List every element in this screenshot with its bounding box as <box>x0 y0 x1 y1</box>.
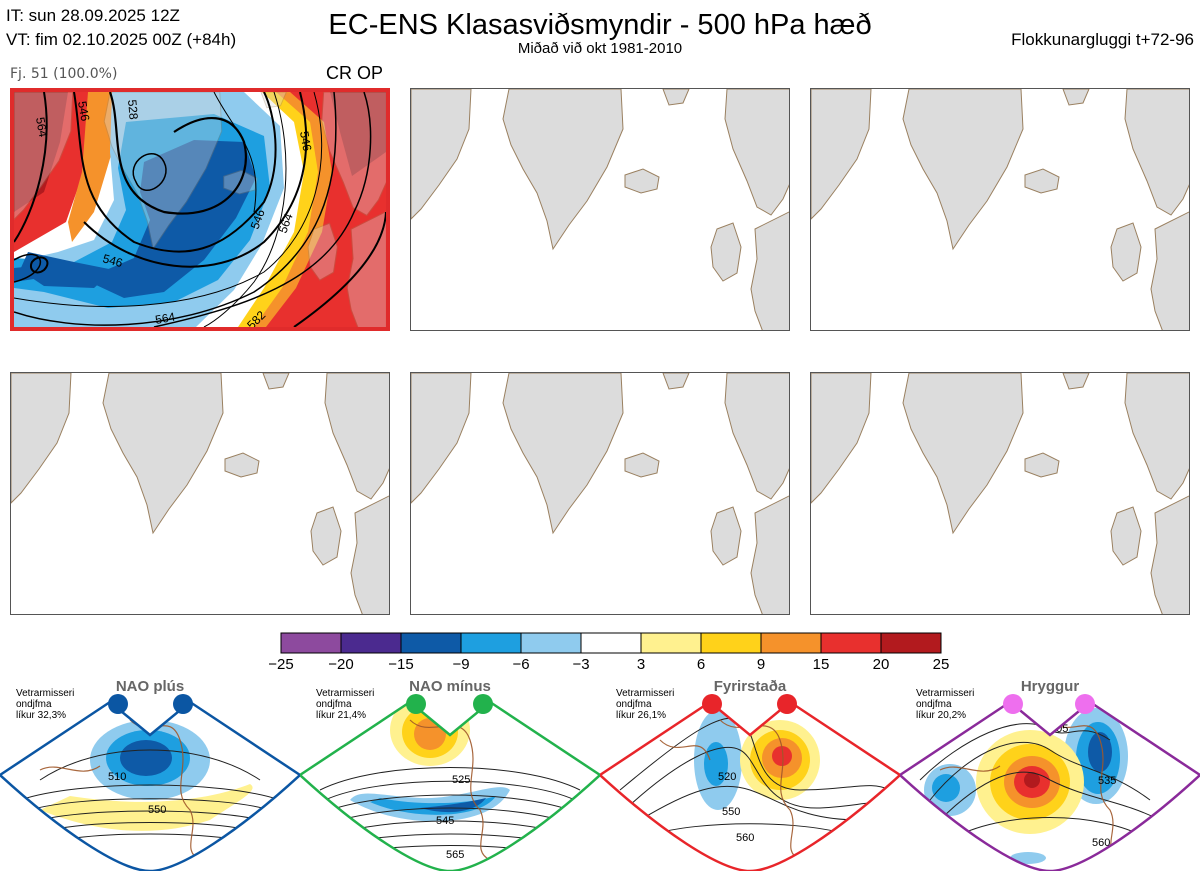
regime-contour-label: 545 <box>436 815 454 827</box>
regime-dot <box>108 694 128 714</box>
regime-map: 505 535 560 <box>897 694 1200 873</box>
colorbar-tick-label: −20 <box>328 656 354 673</box>
colorbar-tick-label: 15 <box>812 656 830 673</box>
regime-frame <box>297 700 603 873</box>
page-subtitle: Miðað við okt 1981-2010 <box>517 40 683 57</box>
colorbar-tick-label: 3 <box>636 656 646 673</box>
regime-dot <box>173 694 193 714</box>
regime-contour-label: 520 <box>718 771 736 783</box>
regime-frame <box>597 700 903 873</box>
cluster-code: CR OP <box>326 63 384 83</box>
colorbar-segment <box>700 632 762 654</box>
regime-frame <box>897 700 1200 873</box>
base-map <box>411 89 789 330</box>
colorbar-segment <box>460 632 522 654</box>
regime-dot <box>1003 694 1023 714</box>
regime-blocking: 520 550 560 Fyrirstaða Vetrarmisseri ondj… <box>597 678 903 873</box>
regime-note: Vetrarmisseri ondjfma líkur 20,2% <box>916 688 975 721</box>
colorbar-segment <box>400 632 462 654</box>
empty-map-panel <box>410 372 790 615</box>
regime-contour-label: 510 <box>108 771 126 783</box>
cluster-contour-label: 564 <box>154 310 176 327</box>
colorbar-segment <box>280 632 342 654</box>
base-map <box>811 89 1189 330</box>
colorbar-tick-label: 6 <box>696 656 706 673</box>
regime-dot <box>702 694 722 714</box>
base-map <box>811 373 1189 614</box>
regime-note: Vetrarmisseri ondjfma líkur 26,1% <box>616 688 675 721</box>
regime-name: NAO mínus <box>409 678 491 695</box>
cluster-count-label: Fj. 51 (100.0%) <box>10 66 118 82</box>
colorbar-segment <box>880 632 942 654</box>
empty-map-panel <box>810 88 1190 331</box>
colorbar-segment <box>340 632 402 654</box>
regime-nao-minus: 525 545 565 NAO mínus Vetrarmisseri ondjf… <box>297 678 603 873</box>
colorbar-tick-label: 25 <box>932 656 950 673</box>
colorbar-segment <box>580 632 642 654</box>
regime-contour-label: 535 <box>1098 775 1116 787</box>
base-map <box>11 373 389 614</box>
regime-name: Fyrirstaða <box>713 678 787 695</box>
cluster-contour-label: 546 <box>75 100 92 122</box>
colorbar <box>280 632 942 654</box>
regime-contour-label: 550 <box>722 806 740 818</box>
colorbar-tick-label: −3 <box>572 656 590 673</box>
base-map <box>411 373 789 614</box>
colorbar-segment <box>760 632 822 654</box>
regime-dot <box>1075 694 1095 714</box>
regime-ridge: 505 535 560 Hryggur Vetrarmisseri ondjfma… <box>897 678 1200 873</box>
regime-contour-label: 525 <box>452 774 470 786</box>
colorbar-segment <box>520 632 582 654</box>
regime-contour-label: 550 <box>148 804 166 816</box>
regime-contour-label: 560 <box>1092 837 1110 849</box>
regime-map: 510 550 <box>0 694 303 873</box>
colorbar-tick-label: 9 <box>756 656 766 673</box>
cluster-contour-label: 546 <box>297 130 314 152</box>
regime-note: Vetrarmisseri ondjfma líkur 21,4% <box>316 688 375 721</box>
cluster-contour-label: 564 <box>276 211 296 235</box>
regime-dot <box>777 694 797 714</box>
empty-map-panel <box>410 88 790 331</box>
regime-name: Hryggur <box>1020 678 1080 695</box>
cluster-contour-label: 564 <box>33 116 50 138</box>
valid-time: VT: fim 02.10.2025 00Z (+84h) <box>6 30 237 49</box>
page-title: EC-ENS Klasasviðsmyndir - 500 hPa hæð <box>328 9 872 41</box>
colorbar-tick-label: 20 <box>872 656 890 673</box>
colorbar-segment <box>640 632 702 654</box>
colorbar-segment <box>820 632 882 654</box>
colorbar-tick-label: −6 <box>512 656 530 673</box>
initial-time: IT: sun 28.09.2025 12Z <box>6 6 180 25</box>
regime-frame <box>0 700 303 873</box>
regime-nao-plus: 510 550 NAO plús Vetrarmisseri ondjfma lík… <box>0 678 303 873</box>
header-times: IT: sun 28.09.2025 12Z VT: fim 02.10.202… <box>6 4 236 52</box>
empty-map-panel <box>10 372 390 615</box>
cluster-contour-label: 546 <box>248 207 268 231</box>
regime-name: NAO plús <box>115 678 185 695</box>
regime-dot <box>473 694 493 714</box>
colorbar-tick-label: −15 <box>388 656 414 673</box>
regime-map: 525 545 565 <box>297 694 603 873</box>
cluster-contour-label: 528 <box>125 99 141 120</box>
colorbar-tick-label: −9 <box>452 656 470 673</box>
regime-contour-label: 565 <box>446 849 464 861</box>
cluster-map-panel: 564 546 528 546 546 564 546 564 582 <box>10 88 390 331</box>
colorbar-tick-label: −25 <box>268 656 294 673</box>
empty-map-panel <box>810 372 1190 615</box>
classification-window: Flokkunargluggi t+72-96 <box>1011 30 1194 49</box>
regime-map: 520 550 560 <box>597 694 903 873</box>
cluster-anomaly-map: 564 546 528 546 546 564 546 564 582 <box>14 92 386 327</box>
regime-dot <box>406 694 426 714</box>
regime-note: Vetrarmisseri ondjfma líkur 32,3% <box>16 688 75 721</box>
regime-contour-label: 560 <box>736 832 754 844</box>
cluster-contour-label: 546 <box>101 251 124 270</box>
